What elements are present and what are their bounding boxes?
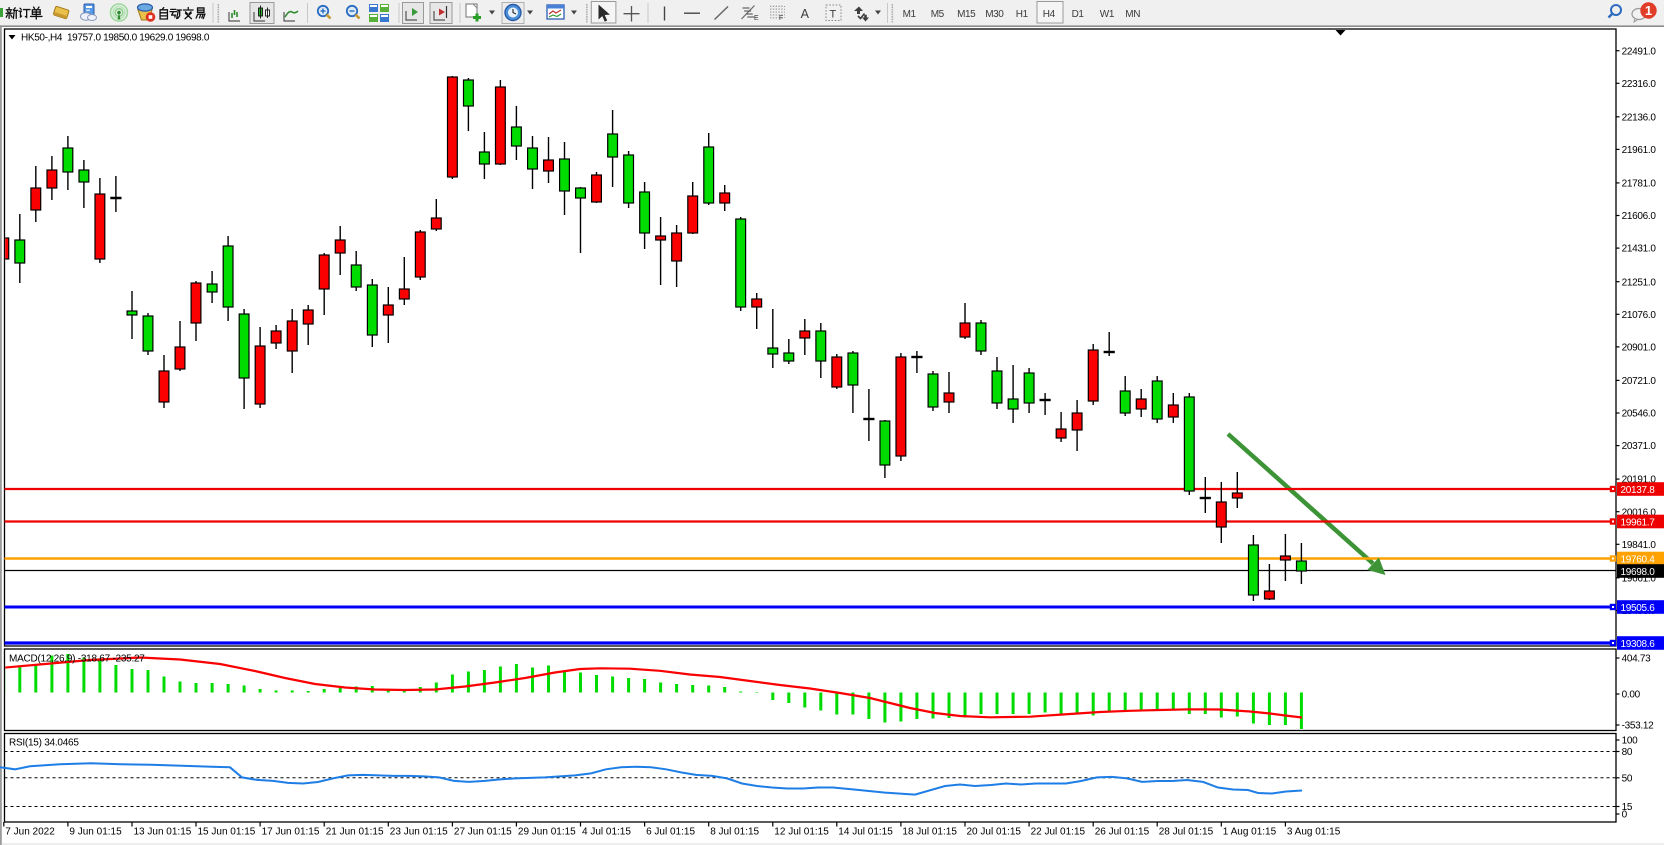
svg-text:H4: H4 [1043, 9, 1056, 20]
svg-text:404.73: 404.73 [1622, 654, 1652, 665]
svg-text:18 Jul 01:15: 18 Jul 01:15 [902, 827, 957, 838]
svg-text:21076.0: 21076.0 [1622, 310, 1657, 321]
svg-text:19661.0: 19661.0 [1622, 573, 1657, 584]
svg-text:M15: M15 [957, 9, 976, 20]
svg-text:A: A [801, 7, 810, 21]
svg-text:MACD(12,26,9) -318.67 -235.27: MACD(12,26,9) -318.67 -235.27 [9, 654, 145, 665]
svg-text:22136.0: 22136.0 [1622, 112, 1657, 123]
svg-text:15 Jun 01:15: 15 Jun 01:15 [198, 827, 256, 838]
svg-text:20371.0: 20371.0 [1622, 441, 1657, 452]
svg-text:21 Jun 01:15: 21 Jun 01:15 [326, 827, 384, 838]
svg-text:6 Jul 01:15: 6 Jul 01:15 [646, 827, 695, 838]
svg-text:21431.0: 21431.0 [1622, 244, 1657, 255]
svg-text:21606.0: 21606.0 [1622, 211, 1657, 222]
svg-text:29 Jun 01:15: 29 Jun 01:15 [518, 827, 576, 838]
svg-text:9 Jun 01:15: 9 Jun 01:15 [69, 827, 122, 838]
svg-text:M5: M5 [931, 9, 945, 20]
svg-text:19308.6: 19308.6 [1621, 639, 1656, 650]
svg-text:M30: M30 [985, 9, 1004, 20]
svg-text:W1: W1 [1100, 9, 1115, 20]
svg-text:20137.8: 20137.8 [1621, 485, 1656, 496]
svg-text:3 Aug 01:15: 3 Aug 01:15 [1287, 827, 1341, 838]
svg-text:19698.0: 19698.0 [1621, 567, 1656, 578]
svg-text:RSI(15) 34.0465: RSI(15) 34.0465 [9, 738, 79, 749]
svg-text:20721.0: 20721.0 [1622, 376, 1657, 387]
svg-text:H1: H1 [1016, 9, 1029, 20]
svg-text:4 Jul 01:15: 4 Jul 01:15 [582, 827, 631, 838]
svg-text:13 Jun 01:15: 13 Jun 01:15 [134, 827, 192, 838]
svg-text:0: 0 [1622, 810, 1628, 821]
svg-text:50: 50 [1622, 773, 1633, 784]
svg-text:19760.4: 19760.4 [1621, 555, 1656, 566]
svg-text:0.00: 0.00 [1622, 690, 1641, 701]
svg-text:14 Jul 01:15: 14 Jul 01:15 [838, 827, 893, 838]
svg-text:12 Jul 01:15: 12 Jul 01:15 [774, 827, 829, 838]
svg-text:21961.0: 21961.0 [1622, 145, 1657, 156]
svg-text:19505.6: 19505.6 [1621, 603, 1656, 614]
svg-text:20191.0: 20191.0 [1622, 475, 1657, 486]
svg-text:8 Jul 01:15: 8 Jul 01:15 [710, 827, 759, 838]
svg-text:21251.0: 21251.0 [1622, 277, 1657, 288]
svg-text:23 Jun 01:15: 23 Jun 01:15 [390, 827, 448, 838]
svg-text:20901.0: 20901.0 [1622, 343, 1657, 354]
svg-text:D1: D1 [1072, 9, 1085, 20]
svg-text:20016.0: 20016.0 [1622, 507, 1657, 518]
svg-text:20 Jul 01:15: 20 Jul 01:15 [967, 827, 1022, 838]
svg-text:80: 80 [1622, 747, 1633, 758]
svg-text:17 Jun 01:15: 17 Jun 01:15 [262, 827, 320, 838]
svg-text:1 Aug 01:15: 1 Aug 01:15 [1223, 827, 1277, 838]
svg-text:T: T [830, 9, 837, 21]
svg-text:HK50-,H4 19757.0 19850.0 1962: HK50-,H4 19757.0 19850.0 19629.0 19698.0 [21, 33, 210, 44]
svg-text:28 Jul 01:15: 28 Jul 01:15 [1159, 827, 1214, 838]
svg-text:19961.7: 19961.7 [1621, 518, 1656, 529]
svg-text:19841.0: 19841.0 [1622, 540, 1657, 551]
svg-text:F: F [779, 15, 783, 22]
svg-text:7 Jun 2022: 7 Jun 2022 [5, 827, 55, 838]
svg-text:1: 1 [1645, 3, 1652, 18]
svg-text:MN: MN [1125, 9, 1140, 20]
svg-text:-353.12: -353.12 [1622, 721, 1655, 732]
svg-text:22 Jul 01:15: 22 Jul 01:15 [1031, 827, 1086, 838]
svg-text:E: E [754, 15, 759, 22]
svg-text:21781.0: 21781.0 [1622, 179, 1657, 190]
svg-text:20546.0: 20546.0 [1622, 409, 1657, 420]
svg-text:100: 100 [1622, 736, 1639, 747]
svg-text:27 Jun 01:15: 27 Jun 01:15 [454, 827, 512, 838]
svg-text:22491.0: 22491.0 [1622, 46, 1657, 57]
svg-text:22316.0: 22316.0 [1622, 79, 1657, 90]
svg-text:15: 15 [1622, 802, 1633, 813]
svg-text:M1: M1 [903, 9, 917, 20]
svg-text:26 Jul 01:15: 26 Jul 01:15 [1095, 827, 1150, 838]
